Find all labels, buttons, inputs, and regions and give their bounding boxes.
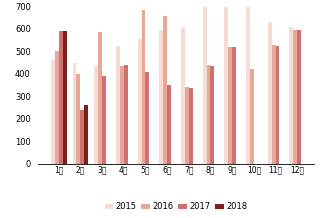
Bar bbox=[246, 7, 250, 164]
Bar bbox=[84, 104, 88, 164]
Bar bbox=[211, 66, 214, 164]
Bar bbox=[167, 85, 171, 164]
Bar bbox=[55, 51, 59, 164]
Bar bbox=[63, 31, 67, 164]
Bar bbox=[98, 32, 102, 164]
Bar bbox=[141, 10, 145, 164]
Bar bbox=[73, 63, 76, 164]
Bar bbox=[102, 76, 106, 164]
Bar bbox=[293, 30, 297, 164]
Bar bbox=[76, 74, 80, 164]
Bar bbox=[181, 28, 185, 164]
Bar bbox=[250, 69, 254, 164]
Bar bbox=[185, 87, 189, 164]
Bar bbox=[159, 30, 163, 164]
Bar bbox=[207, 65, 211, 164]
Bar bbox=[203, 7, 207, 164]
Bar bbox=[289, 27, 293, 164]
Bar bbox=[145, 72, 149, 164]
Bar bbox=[189, 88, 193, 164]
Bar bbox=[232, 47, 236, 164]
Bar bbox=[224, 7, 228, 164]
Bar bbox=[120, 66, 124, 164]
Bar bbox=[138, 39, 141, 164]
Bar bbox=[228, 47, 232, 164]
Bar bbox=[268, 22, 272, 164]
Bar bbox=[124, 65, 128, 164]
Bar bbox=[272, 45, 276, 164]
Bar bbox=[163, 15, 167, 164]
Bar bbox=[51, 60, 55, 164]
Bar bbox=[276, 46, 279, 164]
Bar bbox=[80, 110, 84, 164]
Bar bbox=[297, 30, 301, 164]
Bar bbox=[94, 66, 98, 164]
Bar bbox=[116, 46, 120, 164]
Bar bbox=[59, 31, 63, 164]
Legend: 2015, 2016, 2017, 2018: 2015, 2016, 2017, 2018 bbox=[101, 199, 251, 215]
